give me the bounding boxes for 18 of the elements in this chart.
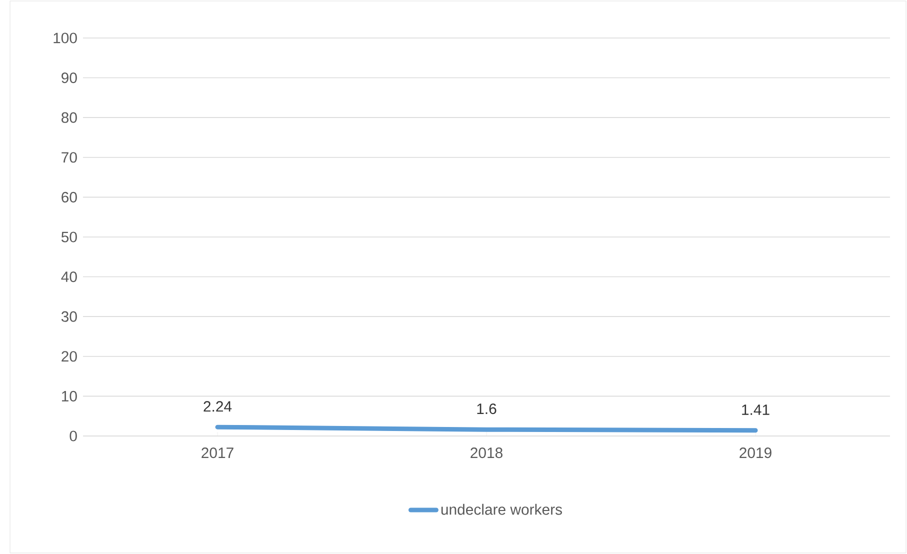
x-tick-label: 2017 [202,448,234,458]
data-label: 2.24 [204,401,232,412]
legend-label: undeclare workers [441,504,562,515]
y-tick-label: 80 [62,112,77,123]
y-tick-label: 20 [62,351,77,362]
y-tick-label: 90 [62,72,77,84]
data-label: 1.6 [477,404,496,414]
y-tick-label: 30 [61,311,77,322]
y-tick-label: 70 [62,152,77,163]
y-tick-label: 0 [70,430,77,442]
y-tick-label: 60 [62,192,77,202]
x-tick-label: 2019 [740,448,772,458]
y-tick-label: 10 [62,390,77,402]
y-tick-label: 40 [61,271,77,282]
y-tick-label: 50 [61,232,77,242]
x-tick-label: 2018 [470,448,502,458]
y-tick-label: 100 [54,32,77,44]
data-label: 1.41 [742,404,770,415]
